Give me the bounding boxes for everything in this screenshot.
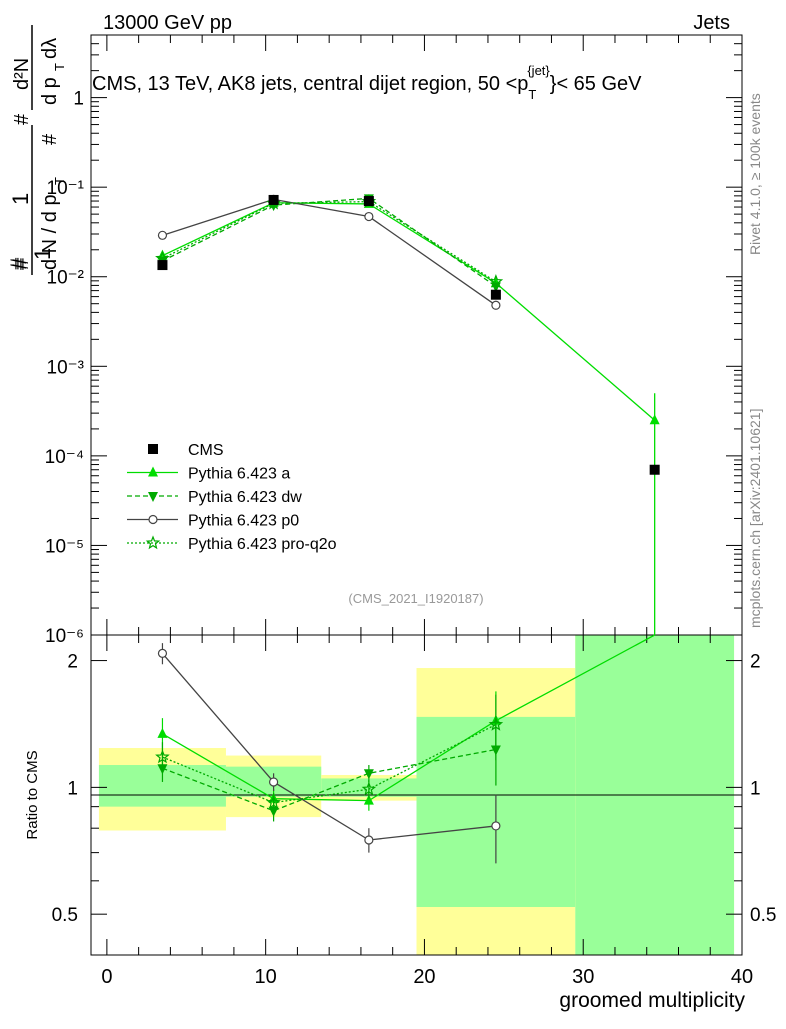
svg-text:d N / d p: d N / d p [39, 194, 61, 270]
svg-text:dλ: dλ [39, 38, 61, 59]
side-rivet: Rivet 4.1.0, ≥ 100k events [747, 93, 763, 255]
ratio-point-3 [266, 794, 281, 809]
legend-marker-3 [145, 535, 161, 550]
ratio-y-tick-label-right: 1 [750, 778, 761, 799]
svg-text:d²N: d²N [11, 58, 33, 90]
data-point [268, 194, 279, 205]
ratio-point-3 [361, 781, 377, 796]
title-tail: }< 65 GeV [550, 73, 642, 95]
legend: CMS Pythia 6.423 a Pythia 6.423 dw Pythia 6… [127, 442, 337, 553]
ratio-point-0 [363, 794, 374, 805]
title-sub: T [528, 87, 536, 102]
series-line-2 [162, 198, 497, 306]
header-left: 13000 GeV pp [103, 12, 232, 34]
x-tick-label: 0 [101, 966, 112, 988]
ratio-y-tick-label-right: 0.5 [750, 905, 776, 926]
ratio-line-3 [162, 723, 497, 804]
ratio-point-2 [268, 777, 279, 787]
svg-text:T: T [52, 63, 67, 71]
data-point [363, 196, 374, 207]
series-point-3 [488, 274, 504, 288]
y-axis-label-fraction: 1 d N / d p T # # d²N d p T dλ [8, 25, 67, 275]
svg-text:1: 1 [30, 248, 55, 260]
ratio-point-2 [157, 648, 168, 658]
ratio-line-1 [162, 748, 497, 812]
title-sup: {jet} [527, 63, 550, 78]
legend-label-1: Pythia 6.423 dw [188, 489, 302, 506]
svg-text:#: # [11, 113, 33, 125]
ratio-point-2 [491, 821, 501, 831]
ratio-line-2 [161, 652, 496, 841]
legend-label-data: CMS [188, 442, 224, 459]
watermark: (CMS_2021_I1920187) [348, 591, 483, 606]
data-point [490, 289, 501, 300]
ratio-point-2 [364, 835, 374, 845]
ratio-y-tick-label: 0.5 [52, 905, 78, 926]
y-tick-label: 10⁻⁵ [45, 536, 84, 557]
series-point-2 [157, 230, 168, 240]
series-line-1 [162, 197, 497, 287]
svg-text:#: # [8, 257, 33, 270]
chart-title: CMS, 13 TeV, AK8 jets, central dijet reg… [92, 63, 642, 102]
legend-label-0: Pythia 6.423 a [188, 466, 290, 483]
legend-marker-2 [148, 514, 158, 525]
y-tick-label: 10⁻⁶ [45, 626, 84, 647]
y-axis-label: # 1 [8, 248, 55, 270]
data-point [649, 464, 660, 475]
main-plot-area [155, 193, 660, 635]
ratio-y-tick-label-right: 2 [750, 652, 761, 673]
x-tick-label: 20 [413, 966, 435, 988]
axis-tick-labels: 0 10 20 30 40 10⁻⁶ 10⁻⁵ 10⁻⁴ 10⁻³ 10⁻² 10⁻¹ 1 0.5 0.5… [45, 89, 777, 988]
x-tick-label: 10 [255, 966, 277, 988]
ratio-point-1 [363, 769, 374, 780]
ratio-y-tick-label: 2 [67, 652, 78, 673]
data-point [157, 260, 168, 271]
y-tick-label: 10⁻³ [47, 357, 85, 378]
svg-text:T: T [52, 177, 67, 185]
ratio-y-tick-label: 1 [67, 778, 78, 799]
legend-label-2: Pythia 6.423 p0 [188, 513, 299, 530]
series-point-2 [364, 211, 374, 222]
axis-ticks [91, 34, 743, 955]
legend-marker-data [148, 444, 158, 454]
header-right: Jets [693, 12, 730, 34]
y-tick-label: 10⁻¹ [47, 178, 85, 199]
y-tick-label: 10⁻⁴ [45, 447, 84, 468]
x-tick-label: 40 [731, 966, 753, 988]
legend-marker-0 [148, 466, 158, 477]
y-tick-label: 10⁻² [47, 268, 85, 289]
legend-label-3: Pythia 6.423 pro-q2o [188, 536, 337, 553]
legend-marker-1 [148, 492, 158, 502]
ratio-plot-area [155, 634, 655, 864]
ratio-point-0 [157, 727, 168, 738]
svg-text:1: 1 [8, 193, 33, 205]
x-tick-label: 30 [572, 966, 594, 988]
svg-text:d p: d p [39, 77, 61, 105]
ratio-ylabel: Ratio to CMS [24, 750, 41, 839]
side-mcplots: mcplots.cern.ch [arXiv:2401.10621] [747, 409, 763, 628]
x-axis-label: groomed multiplicity [559, 989, 745, 1012]
svg-text:#: # [39, 133, 61, 145]
ratio-point-3 [488, 716, 504, 731]
series-point-2 [491, 300, 501, 310]
y-axis-label-text: # [6, 257, 31, 270]
ratio-point-3 [155, 749, 170, 764]
y-tick-label: 1 [73, 89, 84, 110]
